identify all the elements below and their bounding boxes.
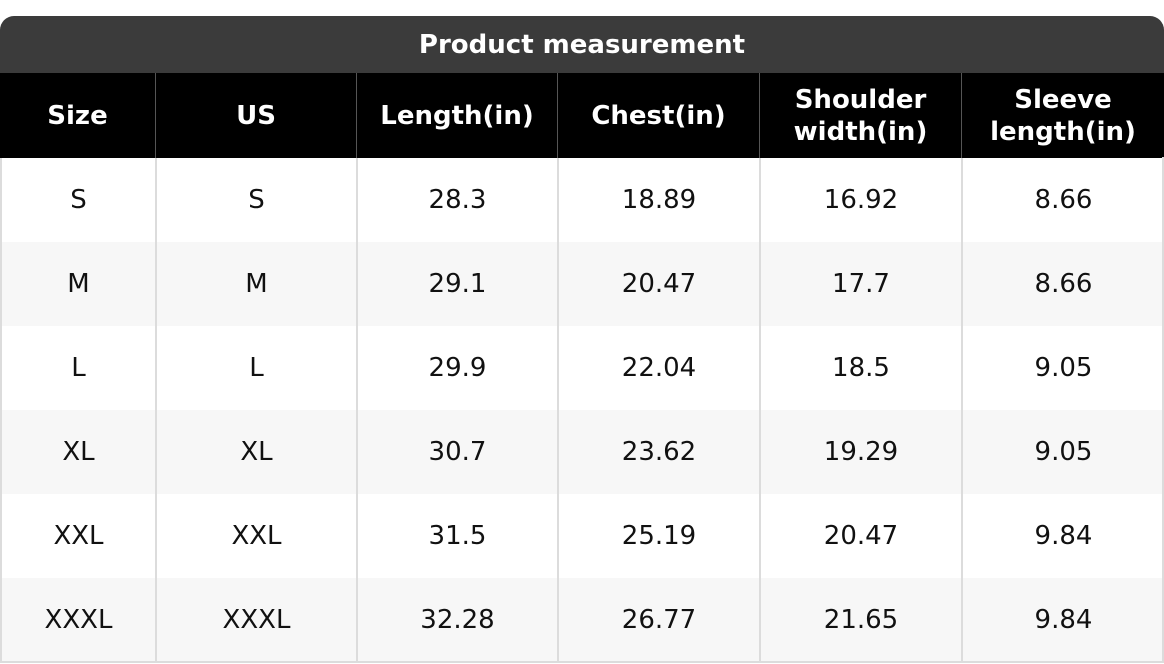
table-cell: 31.5 [356,494,557,578]
table-cell: S [155,158,356,242]
table-cell: 26.77 [557,578,759,662]
table-title: Product measurement [0,16,1164,73]
table-cell: 25.19 [557,494,759,578]
table-cell: 8.66 [961,242,1164,326]
table-cell: XL [155,410,356,494]
table-cell: 18.5 [759,326,961,410]
header-cell: Shoulder width(in) [759,73,961,158]
table-cell: 20.47 [557,242,759,326]
header-cell: US [155,73,356,158]
table-cell: 9.84 [961,494,1164,578]
table-cell: S [0,158,155,242]
table-cell: XXXL [155,578,356,662]
table-cell: 20.47 [759,494,961,578]
table-cell: XXL [0,494,155,578]
table-cell: M [155,242,356,326]
table-cell: 22.04 [557,326,759,410]
table-cell: 23.62 [557,410,759,494]
header-cell: Length(in) [356,73,557,158]
size-table: Product measurement Size US Length(in) Ches… [0,16,1164,664]
table-cell: XL [0,410,155,494]
table-cell: 29.1 [356,242,557,326]
table-cell: XXXL [0,578,155,662]
table-cell: 9.05 [961,326,1164,410]
table-cell: 16.92 [759,158,961,242]
table-cell: 18.89 [557,158,759,242]
table-cell: 32.28 [356,578,557,662]
header-cell: Sleeve length(in) [961,73,1164,158]
table-cell: 21.65 [759,578,961,662]
table-cell: 19.29 [759,410,961,494]
table-cell: 9.84 [961,578,1164,662]
table-cell: L [155,326,356,410]
table-cell: XXL [155,494,356,578]
table-cell: 28.3 [356,158,557,242]
table-cell: M [0,242,155,326]
header-cell: Size [0,73,155,158]
table-border [1162,157,1164,663]
table-cell: 30.7 [356,410,557,494]
table-cell: 8.66 [961,158,1164,242]
table-cell: L [0,326,155,410]
table-cell: 29.9 [356,326,557,410]
table-cell: 9.05 [961,410,1164,494]
table-cell: 17.7 [759,242,961,326]
header-cell: Chest(in) [557,73,759,158]
table-border [0,661,1164,663]
